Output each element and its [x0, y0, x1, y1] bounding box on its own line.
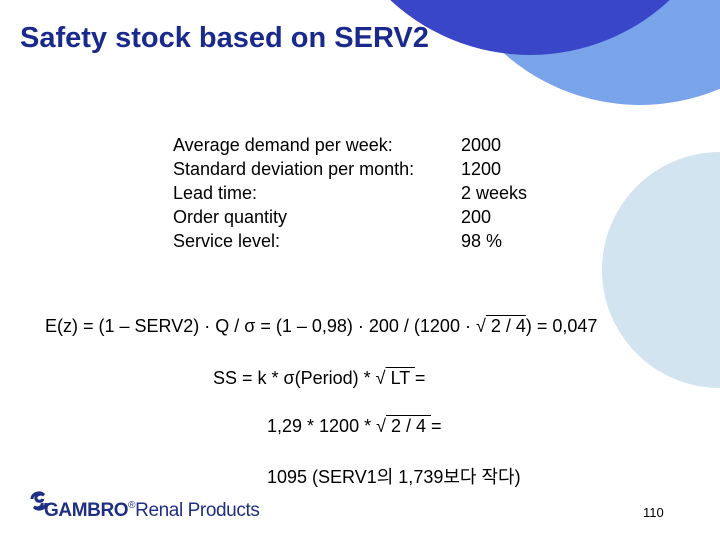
ez-formula-tail: ) = 0,047: [525, 316, 598, 336]
param-row: Average demand per week: 2000: [173, 133, 527, 157]
param-row: Service level: 98 %: [173, 229, 527, 253]
param-label: Standard deviation per month:: [173, 159, 415, 179]
ss-formula-tail: =: [414, 368, 426, 388]
param-row: Standard deviation per month: 1200: [173, 157, 527, 181]
ss-radicand: LT: [385, 368, 415, 388]
calc-radicand: 2 / 4: [385, 416, 432, 436]
param-value: 98 %: [461, 231, 503, 251]
param-label: Service level:: [173, 231, 281, 251]
brand-footer: GAMBRO®Renal Products: [44, 500, 260, 522]
brand-subtitle: Renal Products: [135, 500, 260, 521]
gambro-logo-icon: [30, 491, 48, 511]
param-label: Average demand per week:: [173, 135, 393, 155]
param-row: Order quantity 200: [173, 205, 527, 229]
page-number: 110: [643, 505, 664, 520]
calc-lead: 1,29 * 1200 *: [267, 416, 377, 436]
parameter-list: Average demand per week: 2000 Standard d…: [173, 133, 527, 253]
param-label: Lead time:: [173, 183, 258, 203]
ss-formula: SS = k * σ(Period) * √ LT =: [213, 368, 425, 389]
ss-result: 1095 (SERV1의 1,739보다 작다): [267, 467, 521, 487]
brand-name: GAMBRO: [44, 500, 129, 521]
param-label: Order quantity: [173, 207, 288, 227]
param-value: 2000: [461, 135, 502, 155]
param-value: 200: [461, 207, 492, 227]
ss-calculation: 1,29 * 1200 * √ 2 / 4 =: [267, 416, 442, 437]
calc-tail: =: [431, 416, 442, 436]
ez-formula: E(z) = (1 – SERV2) · Q / σ = (1 – 0,98) …: [45, 316, 597, 337]
ez-radicand: 2 / 4: [485, 316, 526, 336]
ss-formula-lead: SS = k * σ(Period) *: [213, 368, 376, 388]
slide-title: Safety stock based on SERV2: [20, 22, 429, 54]
brand-mark: ®: [128, 500, 136, 511]
ez-formula-lead: E(z) = (1 – SERV2) · Q / σ = (1 – 0,98) …: [45, 316, 476, 336]
sqrt-symbol: √: [475, 316, 486, 336]
sqrt-symbol: √: [375, 368, 386, 388]
sqrt-symbol: √: [376, 416, 386, 436]
param-row: Lead time: 2 weeks: [173, 181, 527, 205]
param-value: 1200: [461, 159, 502, 179]
param-value: 2 weeks: [461, 183, 528, 203]
